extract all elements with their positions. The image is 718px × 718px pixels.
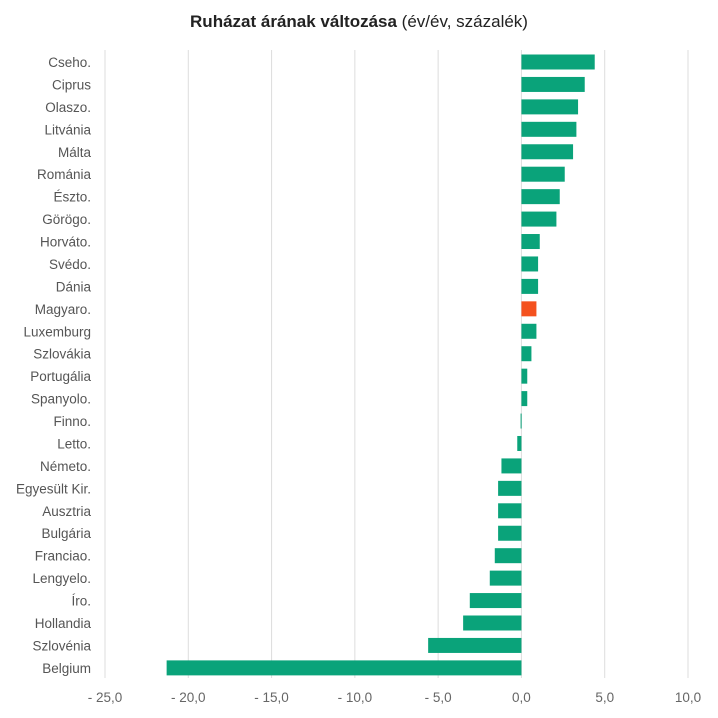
category-label: Magyaro. [35, 302, 91, 317]
chart-title: Ruházat árának változása (év/év, százalé… [0, 12, 718, 32]
bar [489, 570, 522, 586]
category-label: Íro. [71, 594, 91, 609]
bar [501, 458, 522, 474]
bar [521, 323, 537, 339]
bar [498, 525, 522, 541]
x-tick-label: - 5,0 [425, 690, 452, 705]
bar [494, 548, 522, 564]
bar [521, 256, 539, 272]
bar [521, 121, 577, 137]
bar [521, 391, 528, 407]
category-label: Horváto. [40, 235, 91, 250]
bar [521, 99, 579, 115]
bar [520, 413, 522, 429]
category-label: Málta [58, 145, 92, 160]
bar [521, 76, 585, 92]
category-label: Franciao. [35, 549, 91, 564]
bar [521, 166, 565, 182]
category-label: Luxemburg [23, 324, 91, 339]
category-label: Lengyelo. [32, 571, 91, 586]
x-tick-label: - 10,0 [338, 690, 373, 705]
x-tick-label: - 20,0 [171, 690, 206, 705]
category-label: Bulgária [41, 526, 91, 541]
x-tick-label: 10,0 [675, 690, 701, 705]
bar [521, 368, 528, 384]
category-label: Görögo. [42, 212, 91, 227]
bar [428, 637, 522, 653]
chart-title-main: Ruházat árának változása [190, 12, 397, 31]
bar [463, 615, 522, 631]
bar [517, 435, 522, 451]
category-label: Szlovákia [33, 347, 91, 362]
category-label: Olaszo. [45, 100, 91, 115]
category-label: Hollandia [35, 616, 92, 631]
bar [521, 54, 595, 70]
bar [521, 211, 557, 227]
category-label: Észto. [53, 190, 91, 205]
category-label: Szlovénia [32, 638, 91, 653]
x-tick-label: 0,0 [512, 690, 531, 705]
bar [498, 480, 522, 496]
category-label: Svédo. [49, 257, 91, 272]
category-label: Egyesült Kir. [16, 481, 91, 496]
bar [521, 234, 540, 250]
bar [521, 189, 560, 205]
category-label: Ciprus [52, 77, 91, 92]
bar [498, 503, 522, 519]
x-tick-label: - 15,0 [254, 690, 289, 705]
grid-lines [104, 50, 689, 678]
bars [166, 54, 595, 676]
category-label: Románia [37, 167, 92, 182]
category-label: Németo. [40, 459, 91, 474]
category-label: Cseho. [48, 55, 91, 70]
bar [166, 660, 522, 676]
bar [521, 278, 539, 294]
category-label: Ausztria [42, 504, 91, 519]
category-label: Finno. [53, 414, 91, 429]
category-label: Litvánia [44, 122, 91, 137]
x-tick-label: - 25,0 [88, 690, 123, 705]
x-tick-labels: - 25,0 - 20,0 - 15,0 - 10,0 - 5,0 0,0 5,0 10,0 [88, 690, 701, 705]
bar [521, 144, 574, 160]
category-labels: Cseho. Ciprus Olaszo. Litvánia Málta Románia É… [16, 55, 92, 676]
category-label: Dánia [56, 279, 92, 294]
category-label: Portugália [30, 369, 91, 384]
bar [521, 346, 532, 362]
bar [521, 301, 537, 317]
category-label: Belgium [42, 661, 91, 676]
category-label: Letto. [57, 436, 91, 451]
bar [469, 593, 522, 609]
category-label: Spanyolo. [31, 392, 91, 407]
chart-title-suffix: (év/év, százalék) [396, 12, 528, 31]
x-tick-label: 5,0 [595, 690, 614, 705]
